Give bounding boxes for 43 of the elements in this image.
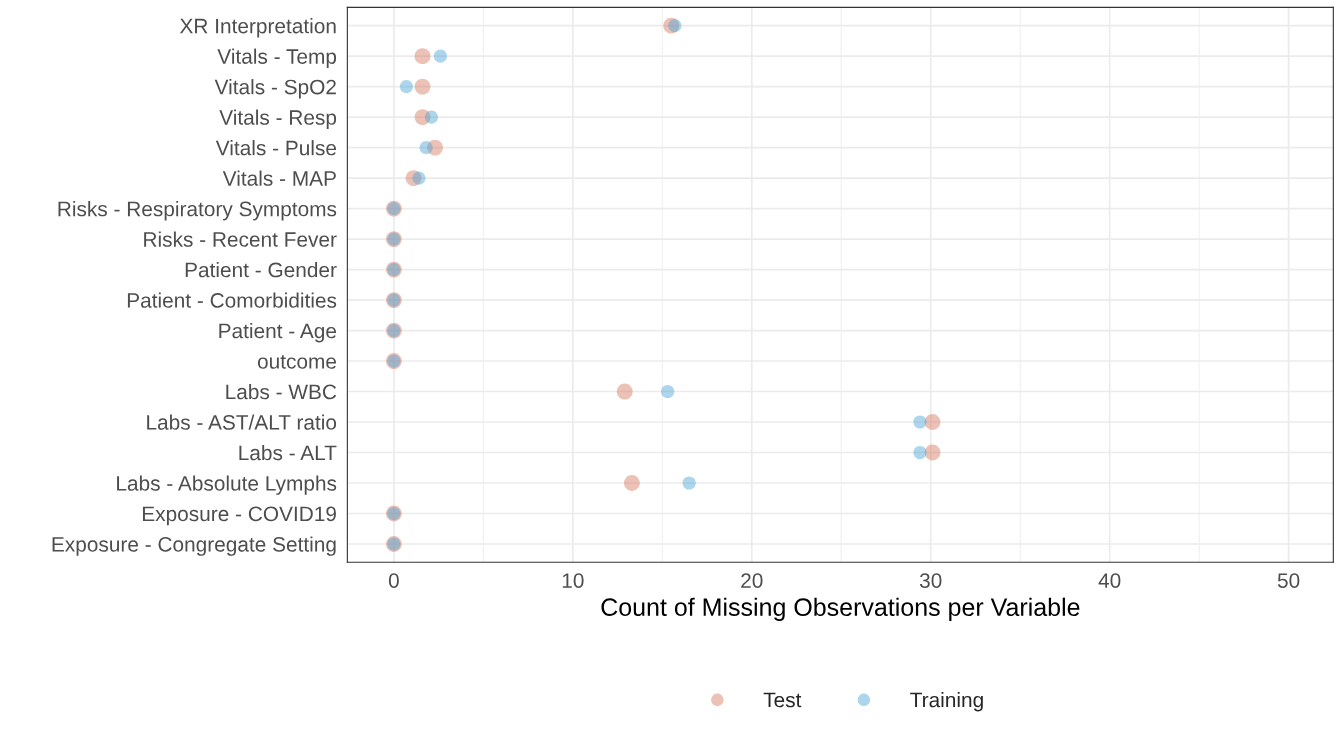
y-tick-label: Labs - ALT (239, 444, 337, 461)
y-tick-label: Patient - Gender (185, 262, 337, 278)
y-tick-label: Vitals - Pulse (215, 140, 337, 156)
point (668, 19, 682, 33)
x-tick-label: 20 (741, 573, 763, 588)
y-tick-label: Exposure - Congregate Setting (52, 536, 336, 556)
point (623, 475, 640, 491)
x-tick-label: 10 (562, 573, 584, 588)
y-tick-label: Risks - Respiratory Symptoms (58, 201, 337, 221)
x-axis-title: Count of Missing Observations per Variable (601, 597, 1080, 621)
legend-label: Training (910, 692, 983, 712)
point (913, 445, 927, 460)
point (913, 415, 927, 429)
y-tick-label: Labs - Absolute Lymphs (117, 475, 337, 495)
y-tick-label: outcome (257, 355, 337, 369)
x-tick-label: 40 (1098, 573, 1121, 588)
y-tick-label: Labs - AST/ALT ratio (147, 414, 337, 430)
point (419, 141, 433, 155)
x-tick-label: 30 (919, 573, 942, 588)
y-tick-label: Patient - Comorbidities (127, 292, 337, 308)
y-tick-label: Vitals - MAP (222, 170, 336, 186)
x-tick-label: 50 (1277, 573, 1300, 588)
point (412, 171, 426, 185)
point (414, 78, 431, 95)
point (616, 383, 633, 400)
point (424, 110, 439, 124)
y-tick-label: Risks - Recent Fever (144, 231, 337, 247)
point (924, 444, 941, 461)
point (399, 80, 413, 94)
y-tick-label: Patient - Age (219, 323, 337, 343)
x-tick-label: 0 (388, 573, 399, 588)
y-tick-label: Exposure - COVID19 (142, 506, 336, 526)
point (682, 476, 696, 490)
y-tick-label: Vitals - Resp (219, 109, 337, 129)
legend-label: Test (763, 692, 802, 708)
point (414, 48, 431, 65)
point (661, 384, 675, 399)
point (433, 49, 447, 63)
y-tick-label: Labs - WBC (226, 383, 337, 400)
point (924, 414, 941, 430)
y-tick-label: Vitals - Temp (217, 48, 337, 69)
y-tick-label: XR Interpretation (179, 18, 336, 38)
y-tick-label: Vitals - SpO2 (214, 79, 336, 99)
